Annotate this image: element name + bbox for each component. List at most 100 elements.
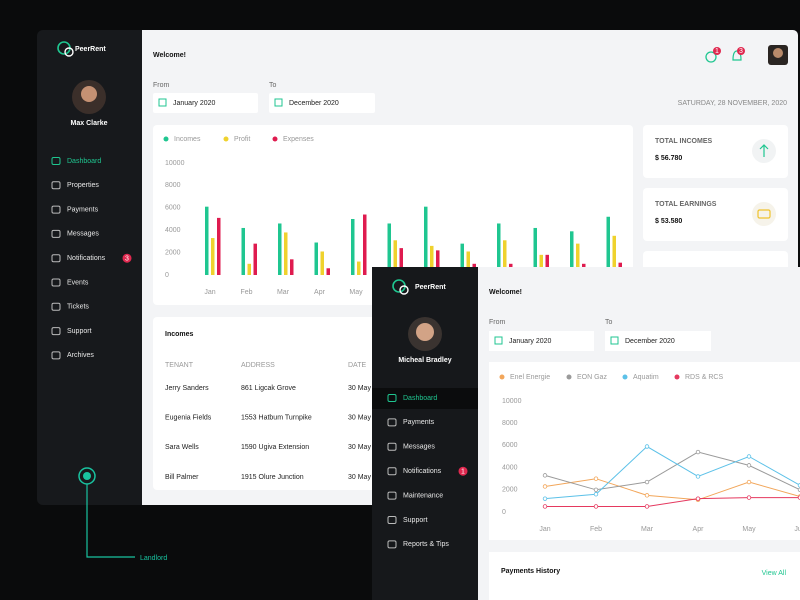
menu-item[interactable]: Dashboard: [67, 158, 101, 165]
to-label: To: [605, 319, 613, 326]
point: [593, 487, 599, 492]
x-tick-label: May: [349, 289, 363, 296]
bar: [430, 245, 434, 275]
badge: [122, 253, 132, 263]
table-cell: 1590 Ugiva Extension: [241, 444, 309, 451]
date-from: January 2020: [173, 100, 216, 107]
menu-item[interactable]: Notifications: [67, 255, 106, 262]
card-value: $ 53.580: [655, 218, 682, 225]
menu-icon: [387, 394, 397, 402]
menu-item[interactable]: Messages: [403, 444, 435, 451]
menu-item[interactable]: Properties: [67, 182, 99, 189]
point: [746, 495, 752, 500]
menu-item[interactable]: Events: [67, 279, 89, 286]
y-tick-label: 10000: [502, 398, 522, 405]
badge: [713, 47, 721, 55]
table-cell: 861 Ligcak Grove: [241, 385, 296, 392]
date-from: January 2020: [509, 338, 552, 345]
calendar-icon: [274, 98, 283, 107]
calendar-icon: [158, 98, 167, 107]
logo-text: PeerRent: [75, 46, 106, 53]
bar: [326, 268, 330, 275]
point: [644, 504, 650, 509]
table-cell: 30 May: [348, 415, 371, 422]
menu-item[interactable]: Payments: [67, 206, 99, 213]
stat-card: [643, 125, 788, 178]
menu-item[interactable]: Archives: [67, 352, 94, 359]
bar: [284, 232, 288, 275]
icon-bg: [752, 202, 776, 226]
x-tick-label: Apr: [693, 526, 705, 533]
legend-dot: [622, 374, 628, 380]
x-tick-label: Jan: [204, 289, 215, 296]
bar: [205, 206, 209, 275]
logo-text: PeerRent: [415, 284, 446, 291]
avatar-face: [416, 323, 434, 341]
user-name: Micheal Bradley: [398, 357, 451, 364]
bar: [278, 223, 282, 275]
column-header: DATE: [348, 362, 366, 369]
menu-item[interactable]: Maintenance: [403, 492, 443, 499]
legend-dot: [272, 136, 278, 142]
table-cell: 30 May: [348, 474, 371, 481]
point: [542, 473, 548, 478]
date-box[interactable]: [153, 93, 258, 113]
date-to: December 2020: [289, 100, 339, 107]
date-to: December 2020: [625, 338, 675, 345]
chart-card: [489, 362, 800, 540]
menu-icon: [51, 157, 61, 165]
menu-item[interactable]: Payments: [403, 419, 435, 426]
menu-item[interactable]: Messages: [67, 231, 99, 238]
view-all-link[interactable]: View All: [762, 570, 787, 577]
column-header: TENANT: [165, 362, 194, 369]
point: [746, 454, 752, 459]
bar: [351, 219, 355, 275]
bar: [320, 251, 324, 275]
bar: [533, 227, 537, 275]
bar: [357, 261, 361, 275]
legend-label: Incomes: [174, 136, 201, 143]
message-icon[interactable]: [705, 51, 717, 63]
date-box[interactable]: [269, 93, 375, 113]
badge: [737, 47, 745, 55]
menu-icon: [51, 205, 61, 214]
card-label: TOTAL EARNINGS: [655, 201, 717, 208]
calendar-icon: [494, 336, 503, 345]
bar: [497, 223, 501, 275]
bar: [460, 243, 464, 275]
y-tick-label: 10000: [165, 160, 185, 167]
avatar-face: [81, 86, 97, 102]
chart-card: [153, 125, 633, 305]
legend-label: Enel Energie: [510, 374, 550, 381]
bar: [211, 238, 215, 275]
point: [593, 492, 599, 497]
y-tick-label: 4000: [502, 464, 518, 471]
menu-item[interactable]: Notifications: [403, 468, 442, 475]
table-title: Incomes: [165, 331, 194, 338]
bar: [363, 214, 367, 275]
menu-icon: [51, 181, 61, 190]
legend-dot: [163, 136, 169, 142]
menu-item[interactable]: Reports & Tips: [403, 541, 449, 548]
bar: [570, 231, 574, 275]
menu-item[interactable]: Dashboard: [403, 395, 437, 402]
y-tick-label: 6000: [502, 442, 518, 449]
x-tick-label: Jan: [539, 526, 550, 533]
bar: [393, 240, 397, 275]
menu-item[interactable]: Tickets: [67, 304, 89, 311]
payments-card: [489, 552, 800, 600]
legend-label: RDS & RCS: [685, 374, 723, 381]
point: [593, 504, 599, 509]
point: [542, 484, 548, 489]
avatar-face: [773, 48, 783, 58]
menu-icon: [51, 351, 61, 360]
badge-count: 3: [739, 48, 743, 55]
menu-icon: [51, 254, 61, 263]
menu-item[interactable]: Support: [67, 328, 92, 335]
table-cell: 30 May: [348, 385, 371, 392]
bar: [247, 263, 251, 275]
menu-icon: [387, 491, 397, 500]
menu-item[interactable]: Support: [403, 517, 428, 524]
bar: [314, 242, 318, 275]
